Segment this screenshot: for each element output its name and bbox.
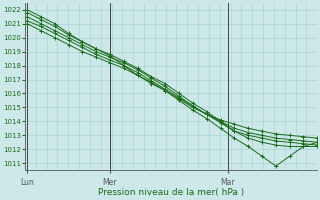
X-axis label: Pression niveau de la mer( hPa ): Pression niveau de la mer( hPa ) xyxy=(98,188,244,197)
